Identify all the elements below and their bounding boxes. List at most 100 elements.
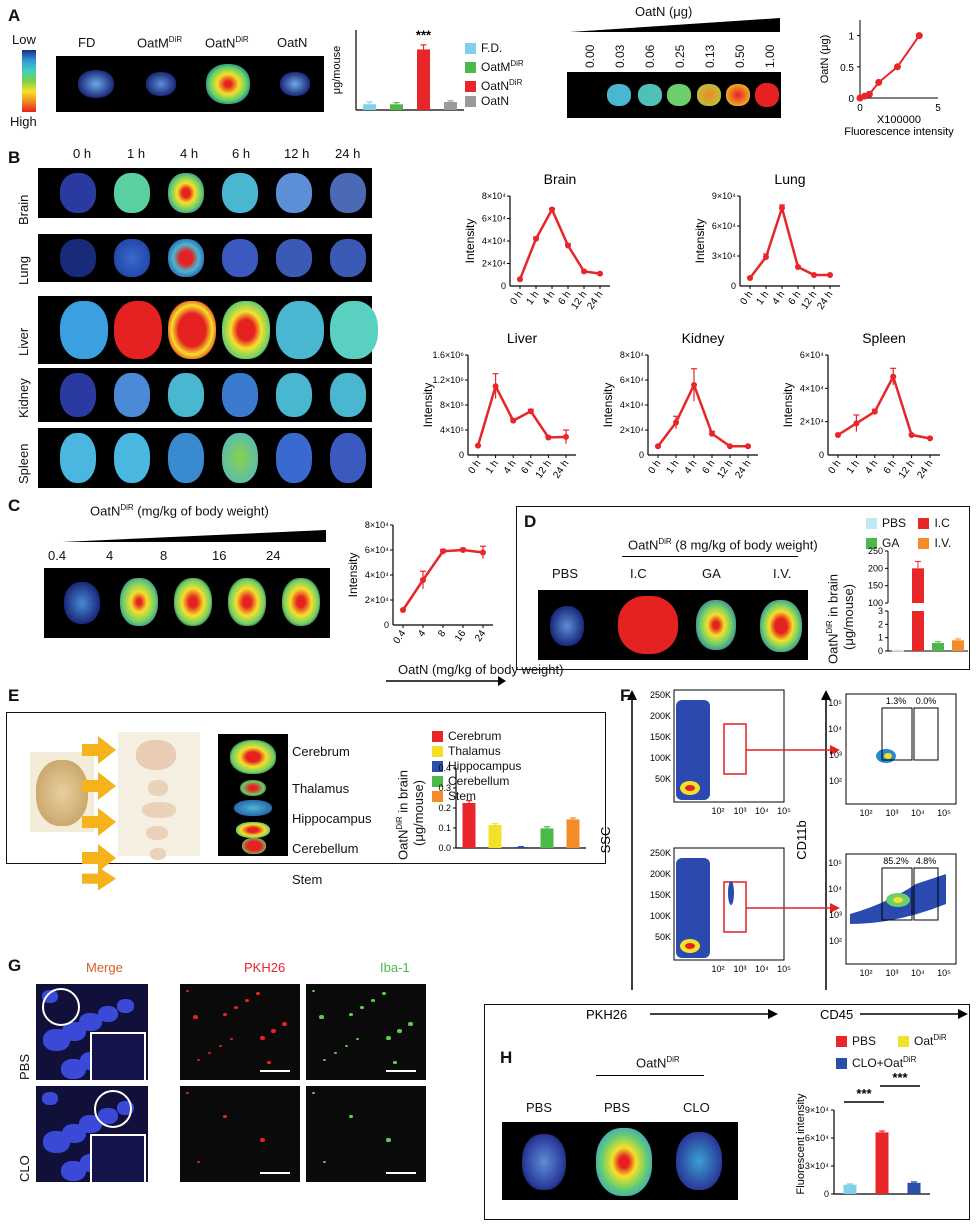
panel-d-frame xyxy=(516,506,970,670)
legend-item: Thalamus xyxy=(432,744,521,759)
legend-item: Cerebellum xyxy=(432,774,521,789)
density-core xyxy=(884,753,892,759)
cell-signal xyxy=(386,1138,391,1142)
cell-signal xyxy=(397,1029,402,1033)
legend-item: PBS OatDiR xyxy=(836,1030,947,1049)
chart-title: Brain xyxy=(544,171,577,187)
a-bar-chart: μg/mouse *** xyxy=(331,27,464,111)
chart-title: Spleen xyxy=(862,330,906,346)
data-point xyxy=(510,417,517,424)
x-tick-label: 10⁵ xyxy=(937,808,951,818)
organ-image xyxy=(276,433,312,483)
y-tick-label: 0 xyxy=(819,450,824,460)
cell-signal xyxy=(271,1029,276,1033)
y-tick-label: 200K xyxy=(650,869,671,879)
x-axis-label: X100000 xyxy=(877,114,921,126)
microscopy-tile xyxy=(180,1086,300,1182)
organ-label: Liver xyxy=(16,327,31,356)
organ-image xyxy=(222,239,258,277)
scale-high-label: High xyxy=(10,114,37,129)
x-tick-label: 24 xyxy=(473,628,489,644)
y-tick-label: 2×10⁴ xyxy=(482,259,506,269)
y-tick-label: 100 xyxy=(868,598,883,608)
y-tick-label: 0.1 xyxy=(438,823,451,833)
data-point xyxy=(597,270,603,277)
h-legend: PBS OatDiR CLO+OatDiR xyxy=(836,1030,947,1071)
bar xyxy=(912,611,924,651)
organ-label: Spleen xyxy=(16,443,31,484)
cd-plot-frame xyxy=(845,693,957,805)
density-core xyxy=(685,785,695,791)
organ-image xyxy=(276,173,312,213)
a-legend: F.D. OatMDiR OatNDiR OatN xyxy=(465,41,524,109)
cell-signal xyxy=(234,1006,238,1010)
time-label: 4 h xyxy=(180,146,199,161)
x-tick-label: 10⁴ xyxy=(755,806,769,816)
h-group-title: OatNDiR xyxy=(636,1055,680,1071)
microscopy-tile xyxy=(180,984,300,1080)
series-line xyxy=(476,382,567,446)
data-point xyxy=(475,442,481,449)
legend-item: OatMDiR xyxy=(465,56,524,75)
organ-image xyxy=(114,301,162,359)
e-arrows xyxy=(82,736,116,891)
cell-signal xyxy=(312,1092,315,1095)
data-point xyxy=(420,577,426,583)
y-tick-label: 0 xyxy=(639,450,644,460)
microscopy-tile xyxy=(306,1086,426,1182)
y-tick-label: 4×10⁴ xyxy=(482,236,506,246)
d-group-line xyxy=(622,556,798,557)
data-point xyxy=(795,264,801,270)
y-tick-label: 8×10⁴ xyxy=(365,520,389,530)
y-tick-label: 0.2 xyxy=(438,803,451,813)
ssc-plot-frame xyxy=(673,689,785,803)
microscopy-tile xyxy=(306,984,426,1080)
y-tick-label: 6×10⁴ xyxy=(365,545,389,555)
y-tick-label: 8×10⁵ xyxy=(440,400,464,410)
y-tick-label: 6×10⁴ xyxy=(482,214,506,224)
h-group-clo: CLO xyxy=(683,1100,710,1115)
bar xyxy=(912,568,924,603)
data-point xyxy=(563,433,569,440)
arrow-head xyxy=(830,745,840,755)
y-tick-label: 50K xyxy=(655,774,671,784)
x-tick-label: 12 h xyxy=(569,289,589,311)
y-tick-label: 6×10⁴ xyxy=(800,350,824,360)
cd11b-label: CD11b xyxy=(794,820,809,860)
dose-label: 0.50 xyxy=(733,44,747,68)
cell-signal xyxy=(323,1161,326,1164)
arrow-head xyxy=(821,690,831,700)
a-dose-wedge xyxy=(570,18,780,32)
density-plot xyxy=(676,858,710,958)
a-dose-image xyxy=(567,72,781,118)
bar xyxy=(444,102,457,110)
cell-signal xyxy=(230,1038,233,1041)
x-tick-label: 10⁴ xyxy=(911,968,925,978)
data-point xyxy=(853,420,860,427)
e-legend: Cerebrum Thalamus Hippocampus Cerebellum… xyxy=(432,729,521,804)
organ-image-row xyxy=(38,428,372,488)
e-dissected-regions-photo xyxy=(118,732,200,860)
dose-label: 0.03 xyxy=(613,44,627,68)
e-fluorescence-regions xyxy=(218,734,288,856)
panel-label-d: D xyxy=(524,512,537,531)
density-core xyxy=(893,897,903,903)
x-tick-label: 4 h xyxy=(770,289,787,307)
cell-signal xyxy=(267,1061,271,1065)
cell-signal xyxy=(61,1161,86,1181)
organ-image xyxy=(330,173,366,213)
y-tick-label: 8×10⁴ xyxy=(620,350,644,360)
time-label: 1 h xyxy=(127,146,146,161)
x-tick-label: 0 h xyxy=(738,289,755,307)
a-brain-images xyxy=(56,56,324,112)
y-tick-label: 150K xyxy=(650,890,671,900)
cell-signal xyxy=(219,1045,222,1048)
x-tick-label: 10³ xyxy=(885,968,898,978)
significance-stars: *** xyxy=(416,27,432,42)
cell-signal xyxy=(256,992,260,996)
panel-label-b: B xyxy=(8,148,21,167)
bar xyxy=(875,1132,889,1194)
data-point xyxy=(480,549,486,556)
